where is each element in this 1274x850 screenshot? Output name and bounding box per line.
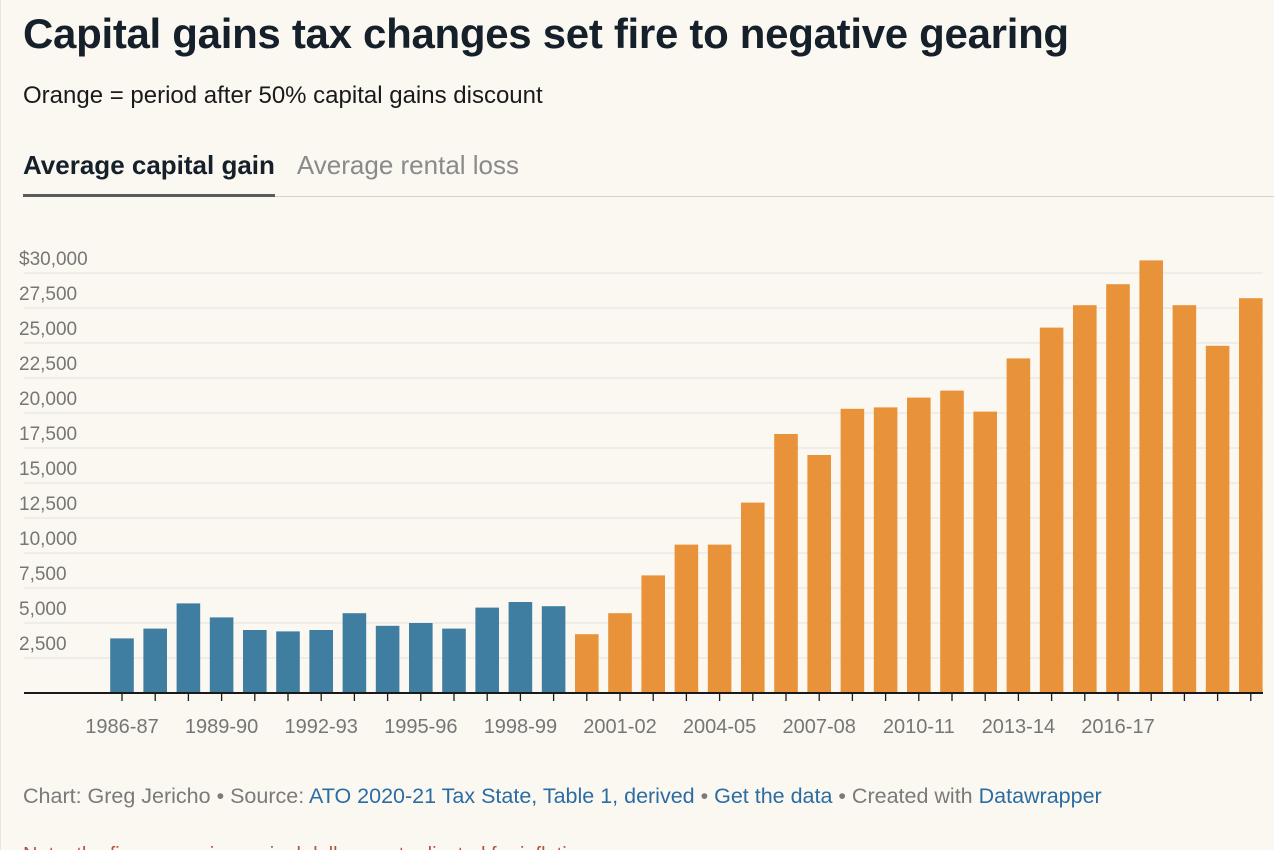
svg-text:$30,000: $30,000 [19,249,88,270]
svg-text:1998-99: 1998-99 [484,716,557,738]
svg-text:5,000: 5,000 [19,599,67,620]
svg-text:27,500: 27,500 [19,284,77,305]
svg-text:1989-90: 1989-90 [185,716,258,738]
svg-text:20,000: 20,000 [19,389,77,410]
svg-text:10,000: 10,000 [19,529,77,550]
svg-text:2016-17: 2016-17 [1081,716,1154,738]
svg-text:1992-93: 1992-93 [284,716,357,738]
svg-text:1986-87: 1986-87 [85,716,158,738]
svg-text:12,500: 12,500 [19,494,77,515]
svg-text:17,500: 17,500 [19,424,77,445]
svg-text:7,500: 7,500 [19,564,67,585]
svg-text:22,500: 22,500 [19,354,77,375]
svg-text:2001-02: 2001-02 [583,716,656,738]
svg-text:2,500: 2,500 [19,634,67,655]
svg-text:15,000: 15,000 [19,459,77,480]
svg-text:25,000: 25,000 [19,319,77,340]
svg-text:1995-96: 1995-96 [384,716,457,738]
svg-text:2013-14: 2013-14 [982,716,1055,738]
svg-text:2007-08: 2007-08 [782,716,855,738]
svg-text:2004-05: 2004-05 [683,716,756,738]
svg-text:2010-11: 2010-11 [883,716,955,738]
